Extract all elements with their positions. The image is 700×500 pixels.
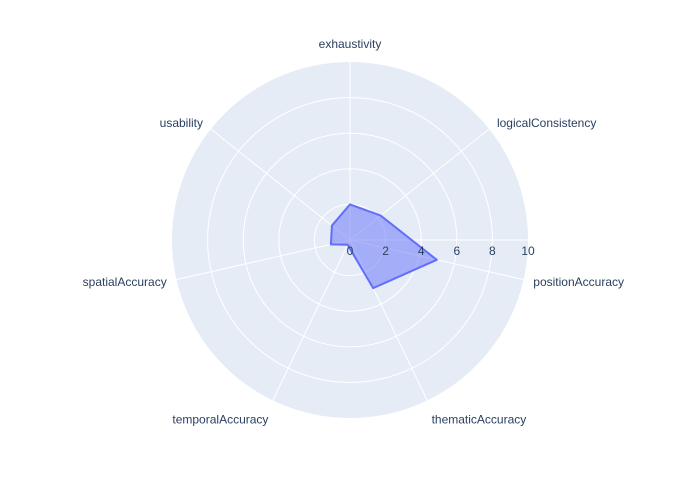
angular-axis-labels: exhaustivity logicalConsistency positionAc…: [83, 37, 624, 426]
radial-tick-labels: 0 2 4 6 8 10: [347, 244, 535, 258]
spoke-spatialAccuracy: [176, 239, 351, 281]
axis-label-thematicAccuracy: thematicAccuracy: [432, 412, 527, 426]
series-layer: [329, 203, 438, 290]
radial-tick-6: 6: [453, 244, 460, 258]
axis-label-exhaustivity: exhaustivity: [319, 37, 382, 51]
axis-label-temporalAccuracy: temporalAccuracy: [172, 412, 268, 426]
radial-tick-4: 4: [418, 244, 425, 258]
spoke-usability: [210, 128, 351, 241]
axis-label-usability: usability: [160, 116, 203, 130]
axis-label-logicalConsistency: logicalConsistency: [497, 116, 596, 130]
spoke-temporalAccuracy: [272, 239, 351, 401]
radial-tick-8: 8: [489, 244, 496, 258]
radial-tick-0: 0: [347, 244, 354, 258]
axis-label-positionAccuracy: positionAccuracy: [533, 275, 624, 289]
series-polygon-0: [329, 203, 438, 290]
radial-tick-10: 10: [521, 244, 535, 258]
axis-label-spatialAccuracy: spatialAccuracy: [83, 275, 167, 289]
radial-tick-2: 2: [382, 244, 389, 258]
